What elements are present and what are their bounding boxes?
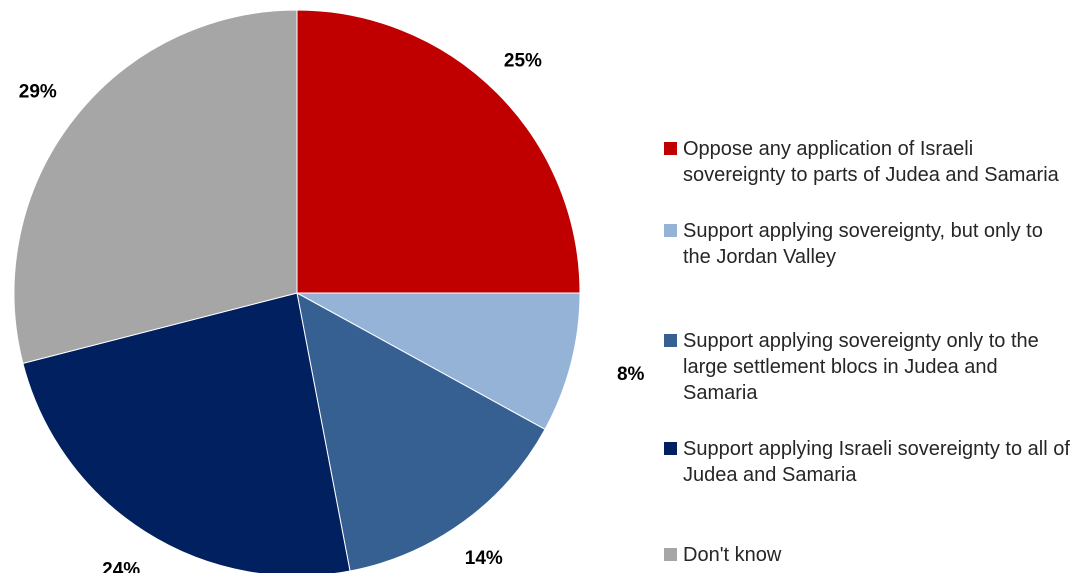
legend-swatch: [664, 224, 677, 237]
pie-chart: 25% 8% 14% 24% 29%: [13, 9, 645, 573]
slice-value-label: 8%: [617, 364, 645, 385]
legend-swatch: [664, 442, 677, 455]
legend-item-dont-know: Don't know: [664, 542, 1075, 568]
legend-label: Support applying Israeli sovereignty to …: [683, 438, 1070, 486]
pie-value-labels: 25% 8% 14% 24% 29%: [19, 51, 645, 573]
pie-slices: [13, 9, 581, 573]
slice-value-label: 14%: [465, 548, 503, 569]
slice-value-label: 24%: [102, 559, 140, 573]
legend-swatch: [664, 334, 677, 347]
legend-label: Don't know: [683, 544, 782, 566]
pie-slice: [22, 292, 351, 573]
legend-label: Oppose any application of Israeli sovere…: [683, 138, 1059, 186]
legend-item-oppose: Oppose any application of Israeli sovere…: [664, 136, 1075, 188]
legend-label: Support applying sovereignty only to the…: [683, 330, 1039, 404]
pie-slice: [13, 9, 298, 364]
legend-item-all-judea-samaria: Support applying Israeli sovereignty to …: [664, 436, 1075, 488]
legend-swatch: [664, 142, 677, 155]
pie-slice: [296, 292, 546, 572]
legend-item-jordan-valley: Support applying sovereignty, but only t…: [664, 218, 1075, 270]
pie-slice: [296, 9, 581, 294]
legend-item-settlement-blocs: Support applying sovereignty only to the…: [664, 328, 1075, 406]
slice-value-label: 29%: [19, 82, 57, 103]
legend-swatch: [664, 548, 677, 561]
pie-slice: [296, 292, 581, 431]
slice-value-label: 25%: [504, 51, 542, 72]
legend-label: Support applying sovereignty, but only t…: [683, 220, 1043, 268]
